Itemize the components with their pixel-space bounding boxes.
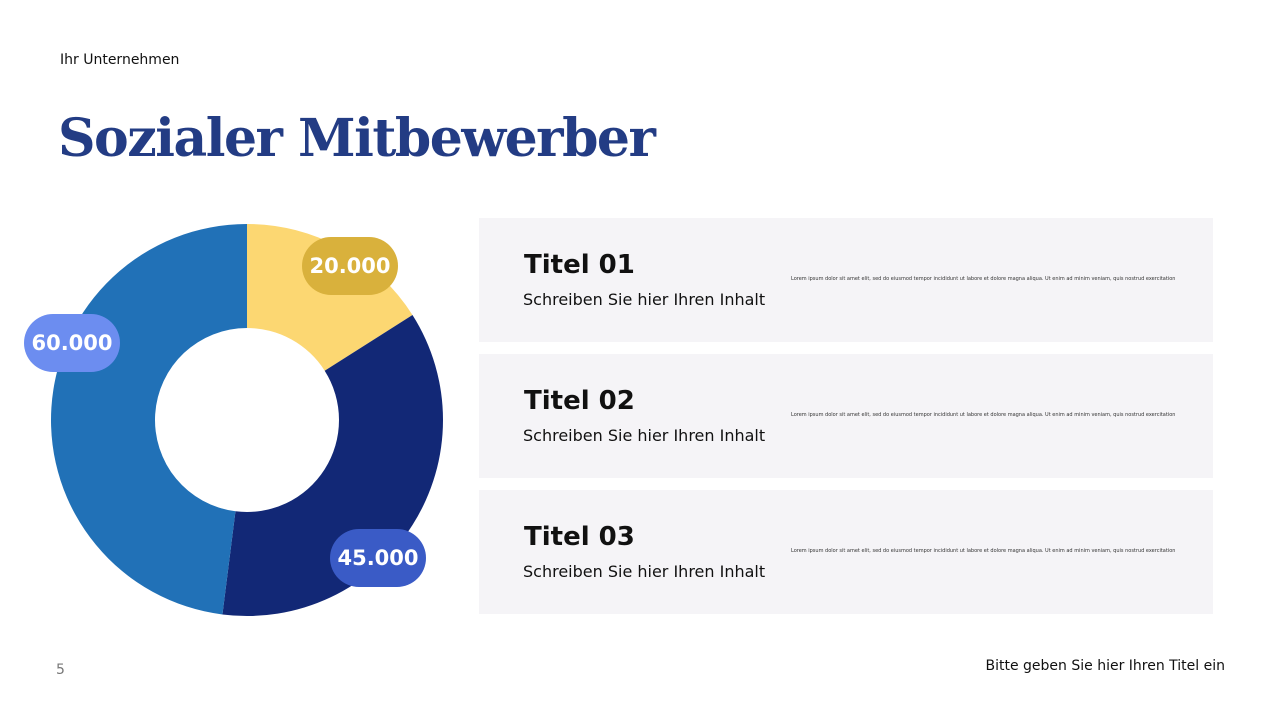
slice-label-60000: 60.000 xyxy=(24,314,120,372)
card-title: Titel 01 xyxy=(524,250,635,280)
donut-chart: 20.000 45.000 60.000 xyxy=(0,200,470,640)
card-subtitle: Schreiben Sie hier Ihren Inhalt xyxy=(523,426,766,445)
card-02: Titel 02 Schreiben Sie hier Ihren Inhalt… xyxy=(479,354,1213,478)
card-title: Titel 03 xyxy=(524,522,635,552)
company-name: Ihr Unternehmen xyxy=(60,52,180,68)
card-title: Titel 02 xyxy=(524,386,635,416)
card-01: Titel 01 Schreiben Sie hier Ihren Inhalt… xyxy=(479,218,1213,342)
slice-label-20000: 20.000 xyxy=(302,237,398,295)
card-03: Titel 03 Schreiben Sie hier Ihren Inhalt… xyxy=(479,490,1213,614)
donut-slice-60000 xyxy=(51,223,248,615)
card-body-text: Lorem ipsum dolor sit amet elit, sed do … xyxy=(791,412,1176,418)
page-number: 5 xyxy=(56,662,65,678)
card-subtitle: Schreiben Sie hier Ihren Inhalt xyxy=(523,562,766,581)
card-body-text: Lorem ipsum dolor sit amet elit, sed do … xyxy=(791,276,1176,282)
card-subtitle: Schreiben Sie hier Ihren Inhalt xyxy=(523,290,766,309)
slide-title: Sozialer Mitbewerber xyxy=(58,108,656,169)
footer-title: Bitte geben Sie hier Ihren Titel ein xyxy=(985,658,1226,674)
donut-slice-20000 xyxy=(247,224,413,371)
slice-label-45000: 45.000 xyxy=(330,529,426,587)
card-body-text: Lorem ipsum dolor sit amet elit, sed do … xyxy=(791,548,1176,554)
